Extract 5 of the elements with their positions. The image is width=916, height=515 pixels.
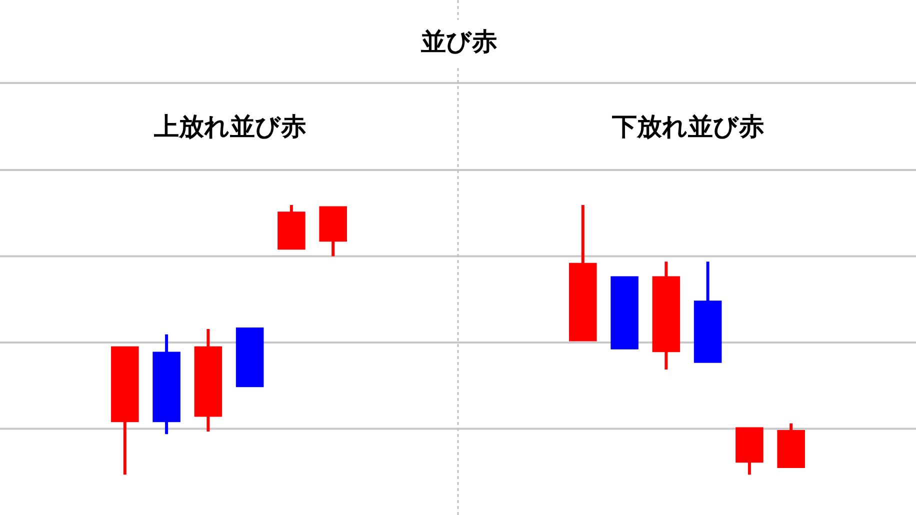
chart-title: 上放れ並び赤 (153, 112, 306, 141)
chart-title: 下放れ並び赤 (611, 112, 764, 141)
text: 並び赤 (420, 27, 497, 56)
candlestick (236, 328, 264, 388)
candlestick (610, 276, 638, 350)
